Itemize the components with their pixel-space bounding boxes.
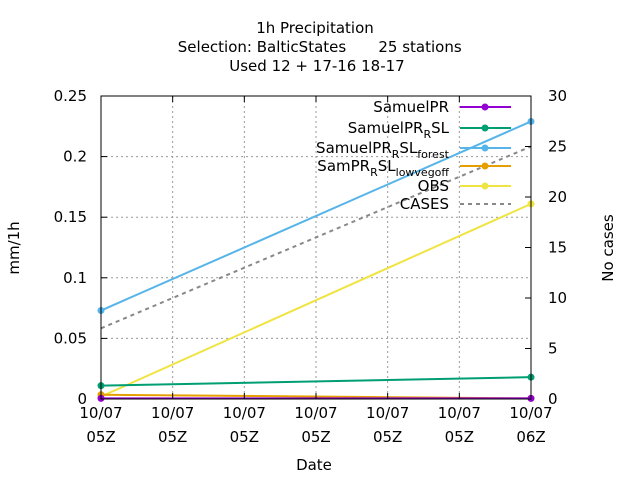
series-obs-4 xyxy=(97,200,535,401)
series-line xyxy=(100,376,532,387)
legend-label: SamPRRSLlowvegoff xyxy=(317,157,449,179)
x-tick-label-date: 10/07 xyxy=(79,404,122,422)
legend-label: OBS xyxy=(418,177,449,195)
y-tick-label: 0.15 xyxy=(54,208,87,226)
series-line xyxy=(100,145,532,330)
x-tick-label-time: 05Z xyxy=(445,428,474,446)
y2-tick-label: 15 xyxy=(548,239,567,257)
legend-marker xyxy=(481,162,489,170)
chart-subtitle-used: Used 12 + 17-16 18-17 xyxy=(229,57,404,75)
x-tick-label-time: 05Z xyxy=(301,428,330,446)
legend-marker xyxy=(481,103,489,111)
y2-tick-label: 20 xyxy=(548,188,567,206)
y-tick-label: 0.2 xyxy=(63,148,87,166)
x-tick-label-time: 05Z xyxy=(158,428,187,446)
y2-tick-label: 25 xyxy=(548,138,567,156)
x-axis-label: Date xyxy=(296,456,332,474)
y-axis-label: mm/1h xyxy=(5,221,23,274)
axis-ticks: 10/07 05Z 10/07 05Z 10/07 05Z 10/07 05Z 10/07 05Z… xyxy=(54,87,568,446)
legend-marker xyxy=(481,144,489,152)
legend-marker xyxy=(481,124,489,132)
y2-tick-label: 30 xyxy=(548,87,567,105)
y-tick-label: 0.05 xyxy=(54,329,87,347)
y2-axis-label: No cases xyxy=(599,214,617,282)
x-tick-label-date: 10/07 xyxy=(366,404,409,422)
x-tick-label-date: 10/07 xyxy=(509,404,552,422)
x-tick-label-date: 10/07 xyxy=(294,404,337,422)
x-tick-label-time: 05Z xyxy=(373,428,402,446)
legend-label: SamuelPRRSL xyxy=(348,119,450,141)
chart-subtitle-stations: 25 stations xyxy=(378,38,461,56)
x-tick-label-time: 05Z xyxy=(86,428,115,446)
y-tick-label: 0.1 xyxy=(63,269,87,287)
legend: SamuelPR SamuelPRRSLSamuelPRRSLforestSamP… xyxy=(316,98,511,213)
legend-label: SamuelPRRSLforest xyxy=(316,139,450,161)
legend-label: SamuelPR xyxy=(373,98,449,116)
chart-title: 1h Precipitation xyxy=(256,19,374,37)
x-tick-label-time: 06Z xyxy=(516,428,545,446)
x-tick-label-date: 10/07 xyxy=(223,404,266,422)
series-line xyxy=(100,202,532,398)
y2-tick-label: 0 xyxy=(548,390,558,408)
series-layer xyxy=(97,117,535,402)
series-line xyxy=(100,120,532,312)
y-tick-label: 0 xyxy=(77,390,87,408)
y-tick-label: 0.25 xyxy=(54,87,87,105)
legend-marker xyxy=(481,182,489,190)
x-tick-label-time: 05Z xyxy=(230,428,259,446)
x-tick-label-date: 10/07 xyxy=(151,404,194,422)
legend-label: CASES xyxy=(400,195,449,213)
chart-subtitle-selection: Selection: BalticStates xyxy=(178,38,347,56)
series-cases-5 xyxy=(100,145,532,330)
x-tick-label-date: 10/07 xyxy=(438,404,481,422)
y2-tick-label: 10 xyxy=(548,289,567,307)
y2-tick-label: 5 xyxy=(548,340,558,358)
